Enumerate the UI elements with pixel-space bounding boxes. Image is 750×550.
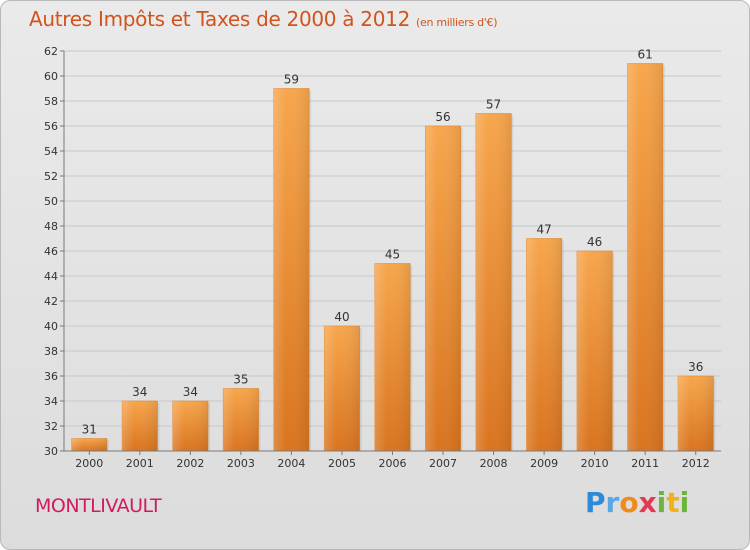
y-tick-label: 30 [44, 445, 58, 458]
proxiti-logo: Proxiti [585, 489, 689, 517]
chart-title: Autres Impôts et Taxes de 2000 à 2012 (en… [29, 7, 497, 31]
x-tick-label: 2009 [530, 457, 558, 470]
x-tick-label: 2011 [631, 457, 659, 470]
logo-letter: P [585, 486, 606, 519]
y-tick-label: 48 [44, 220, 58, 233]
y-tick-label: 38 [44, 345, 58, 358]
x-tick-label: 2006 [379, 457, 407, 470]
y-tick-label: 42 [44, 295, 58, 308]
bar-value-label: 59 [284, 73, 299, 87]
bar-value-label: 31 [82, 423, 97, 437]
bar-highlight [475, 113, 512, 451]
bar-value-label: 57 [486, 98, 501, 112]
bar-value-label: 34 [183, 385, 198, 399]
bar-highlight [71, 438, 107, 451]
bar-highlight [526, 238, 562, 451]
x-tick-label: 2003 [227, 457, 255, 470]
x-tick-label: 2001 [126, 457, 154, 470]
y-tick-label: 40 [44, 320, 58, 333]
bar-value-label: 56 [435, 110, 450, 124]
bar-value-label: 40 [334, 310, 349, 324]
bar-highlight [425, 126, 461, 451]
bar-highlight [273, 88, 310, 451]
x-tick-label: 2008 [480, 457, 508, 470]
chart-title-unit: (en milliers d'€) [416, 16, 498, 29]
bar-value-label: 36 [688, 360, 703, 374]
y-tick-label: 60 [44, 70, 58, 83]
bar-value-label: 46 [587, 235, 602, 249]
bar-highlight [122, 401, 158, 451]
logo-letter: i [679, 486, 690, 519]
y-tick-label: 62 [44, 45, 58, 58]
x-tick-label: 2005 [328, 457, 356, 470]
bar-value-label: 47 [536, 223, 551, 237]
place-name: MONTLIVAULT [35, 495, 162, 517]
chart-title-text: Autres Impôts et Taxes de 2000 à 2012 [29, 7, 410, 31]
logo-letter: i [656, 486, 667, 519]
y-tick-label: 36 [44, 370, 58, 383]
bar-value-label: 34 [132, 385, 147, 399]
y-tick-label: 32 [44, 420, 58, 433]
x-tick-label: 2007 [429, 457, 457, 470]
y-tick-label: 56 [44, 120, 58, 133]
x-tick-label: 2012 [682, 457, 710, 470]
bar-highlight [678, 376, 714, 451]
x-tick-label: 2010 [581, 457, 609, 470]
y-tick-label: 58 [44, 95, 58, 108]
x-tick-label: 2004 [277, 457, 305, 470]
bar-highlight [324, 326, 360, 451]
logo-letter: r [605, 486, 620, 519]
logo-letter: x [638, 486, 657, 519]
bar-highlight [576, 251, 613, 451]
y-tick-label: 46 [44, 245, 58, 258]
x-tick-label: 2000 [75, 457, 103, 470]
bars: 31 34 34 35 59 40 45 56 57 47 46 61 36 [71, 48, 716, 452]
bar-highlight [374, 263, 411, 451]
y-tick-label: 52 [44, 170, 58, 183]
x-axis: 2000 2001 2002 2003 2004 2005 2006 2007 2008 2009… [64, 450, 721, 470]
logo-letter: t [666, 486, 680, 519]
y-axis: 30 32 34 36 38 40 42 44 46 48 50 52 54 56 58 60 62 [44, 45, 65, 458]
logo-letter: o [619, 486, 639, 519]
y-tick-label: 34 [44, 395, 58, 408]
bar-highlight [223, 388, 259, 451]
y-tick-label: 54 [44, 145, 58, 158]
y-tick-label: 50 [44, 195, 58, 208]
bar-value-label: 45 [385, 248, 400, 262]
bar-highlight [172, 401, 209, 451]
x-tick-label: 2002 [176, 457, 204, 470]
bar-value-label: 35 [233, 373, 248, 387]
bar-value-label: 61 [638, 48, 653, 62]
bar-highlight [627, 63, 663, 451]
y-tick-label: 44 [44, 270, 58, 283]
